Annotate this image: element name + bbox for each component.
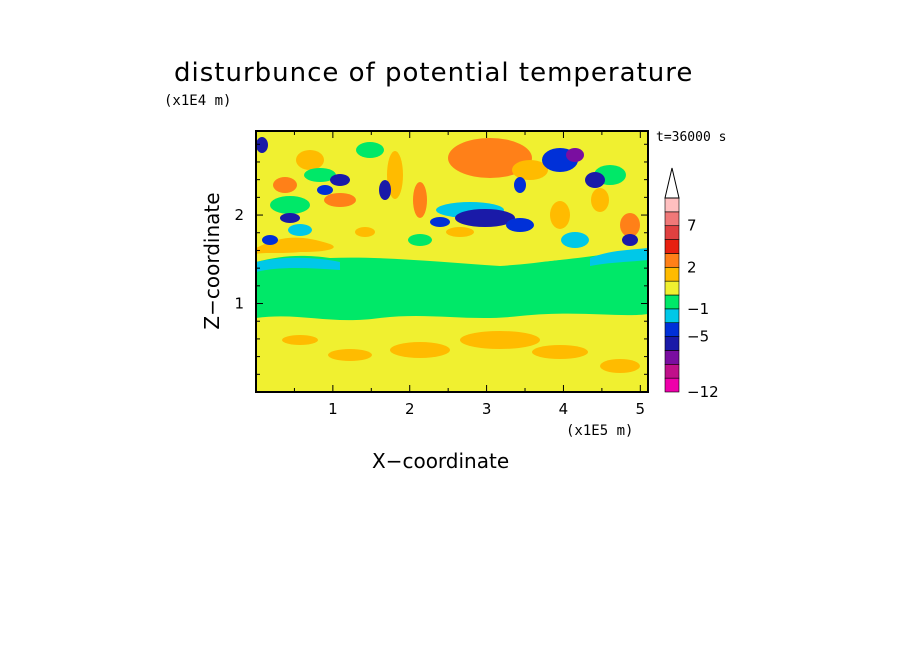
colorbar-label: −5 <box>687 328 709 346</box>
colorbar-cell <box>664 280 680 296</box>
field-patch-cold <box>514 177 526 193</box>
colorbar-cell <box>664 363 680 379</box>
field-patch-warm <box>512 160 548 180</box>
contour-field <box>256 131 648 392</box>
field-patch-cold <box>330 174 350 186</box>
x-axis-label: X−coordinate <box>372 449 510 473</box>
field-patch-cool <box>356 142 384 158</box>
field-patch-cold <box>262 235 278 245</box>
colorbar-label: −1 <box>687 300 709 318</box>
field-patch-cold <box>280 213 300 223</box>
field-patch-cold <box>506 218 534 232</box>
field-patch-orange <box>600 359 640 373</box>
field-patch-cyan <box>590 248 648 266</box>
colorbar-cell <box>664 336 680 351</box>
field-patch-cold <box>455 209 515 227</box>
x-tick-label: 4 <box>559 400 569 418</box>
field-patch-orange <box>460 331 540 349</box>
colorbar-cell <box>664 266 680 282</box>
colorbar-cell <box>664 308 680 324</box>
y-axis-unit: (x1E4 m) <box>164 93 232 109</box>
field-patch-cyan <box>256 257 340 272</box>
field-patch-orange <box>532 345 588 359</box>
field-patch-orange <box>328 349 372 361</box>
plot-frame <box>255 130 649 393</box>
field-patch-warm <box>355 227 375 237</box>
y-tick-label: 1 <box>234 295 244 313</box>
colorbar-cell <box>664 294 680 310</box>
field-patch-warm <box>446 227 474 237</box>
colorbar-cell <box>664 322 680 337</box>
colorbar-cell <box>664 350 680 365</box>
colorbar-cell <box>664 253 680 268</box>
plot-axes: 1 2 3 4 5 1 2 <box>234 130 649 418</box>
field-patch-cold <box>622 234 638 246</box>
field-patch-purple <box>566 148 584 162</box>
field-patch-cold <box>379 180 391 200</box>
time-annotation: t=36000 s <box>656 130 727 145</box>
field-patch-warm <box>620 213 640 237</box>
colorbar-extend-arrow <box>664 167 680 199</box>
chart-title: disturbunce of potential temperature <box>174 58 694 88</box>
field-patch-orange <box>390 342 450 358</box>
field-patch-warm <box>296 150 324 170</box>
colorbar-cell <box>664 377 680 393</box>
field-patch-cold <box>430 217 450 227</box>
colorbar-label: −12 <box>687 383 719 401</box>
field-patch-warm <box>550 201 570 229</box>
field-patch-warm <box>273 177 297 193</box>
field-patch-cool <box>561 232 589 248</box>
field-patch-cool <box>288 224 312 236</box>
x-tick-label: 1 <box>328 400 338 418</box>
x-tick-label: 2 <box>405 400 415 418</box>
field-patch-cool <box>270 196 310 214</box>
colorbar-label: 7 <box>687 217 697 235</box>
x-tick-label: 3 <box>482 400 492 418</box>
field-patch-warm <box>413 182 427 218</box>
field-patch-cool <box>408 234 432 246</box>
field-patch-warm <box>448 138 532 178</box>
x-axis-unit: (x1E5 m) <box>566 423 634 439</box>
field-patch-warm <box>387 151 403 199</box>
y-tick-label: 2 <box>234 206 244 224</box>
colorbar-cell <box>664 211 680 227</box>
field-patch-warm <box>591 188 609 212</box>
field-band-green <box>256 248 648 321</box>
field-patch-warm <box>324 193 356 207</box>
field-patch-cold <box>317 185 333 195</box>
colorbar-cell <box>664 239 680 254</box>
field-patch-cool <box>304 168 336 182</box>
x-tick-label: 5 <box>636 400 646 418</box>
field-patch-cold <box>585 172 605 188</box>
field-patch-orange <box>282 335 318 345</box>
colorbar: −12−5−127 <box>664 167 719 401</box>
colorbar-cell <box>664 225 680 240</box>
field-patch-cold <box>256 137 268 153</box>
colorbar-label: 2 <box>687 258 697 276</box>
colorbar-cell <box>664 197 680 213</box>
